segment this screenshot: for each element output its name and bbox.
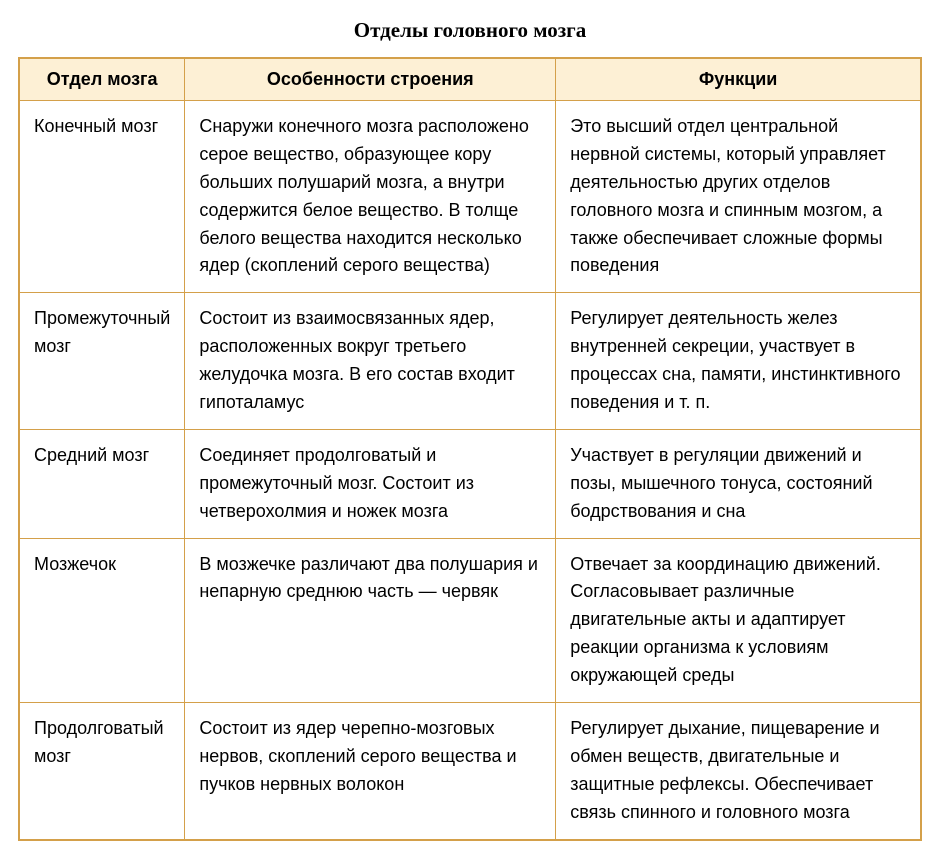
table-row: Продолговатый мозг Состоит из ядер череп… — [19, 703, 921, 840]
cell-functions: Это высший отдел центральной нервной сис… — [556, 101, 921, 293]
cell-structure: В мозжечке различают два полушария и неп… — [185, 538, 556, 702]
cell-name: Средний мозг — [19, 429, 185, 538]
cell-structure: Состоит из ядер черепно-мозговых нервов,… — [185, 703, 556, 840]
cell-functions: Регулирует дыхание, пищеварение и обмен … — [556, 703, 921, 840]
table-header-row: Отдел мозга Особенности строения Функции — [19, 58, 921, 101]
table-row: Мозжечок В мозжечке различают два полуша… — [19, 538, 921, 702]
cell-name: Промежуточный мозг — [19, 293, 185, 430]
cell-name: Конечный мозг — [19, 101, 185, 293]
table-row: Конечный мозг Снаружи конечного мозга ра… — [19, 101, 921, 293]
page-title: Отделы головного мозга — [18, 18, 922, 43]
table-row: Средний мозг Соединяет продолговатый и п… — [19, 429, 921, 538]
brain-sections-table: Отдел мозга Особенности строения Функции… — [18, 57, 922, 841]
cell-functions: Отвечает за координацию движений. Соглас… — [556, 538, 921, 702]
cell-functions: Участвует в регуляции движений и позы, м… — [556, 429, 921, 538]
cell-name: Продолговатый мозг — [19, 703, 185, 840]
cell-structure: Соединяет продолговатый и промежуточный … — [185, 429, 556, 538]
table-row: Промежуточный мозг Состоит из взаимосвяз… — [19, 293, 921, 430]
header-section: Отдел мозга — [19, 58, 185, 101]
cell-structure: Состоит из взаимосвязанных ядер, располо… — [185, 293, 556, 430]
cell-name: Мозжечок — [19, 538, 185, 702]
header-structure: Особенности строения — [185, 58, 556, 101]
cell-structure: Снаружи конечного мозга расположено серо… — [185, 101, 556, 293]
header-functions: Функции — [556, 58, 921, 101]
cell-functions: Регулирует деятельность желез внутренней… — [556, 293, 921, 430]
